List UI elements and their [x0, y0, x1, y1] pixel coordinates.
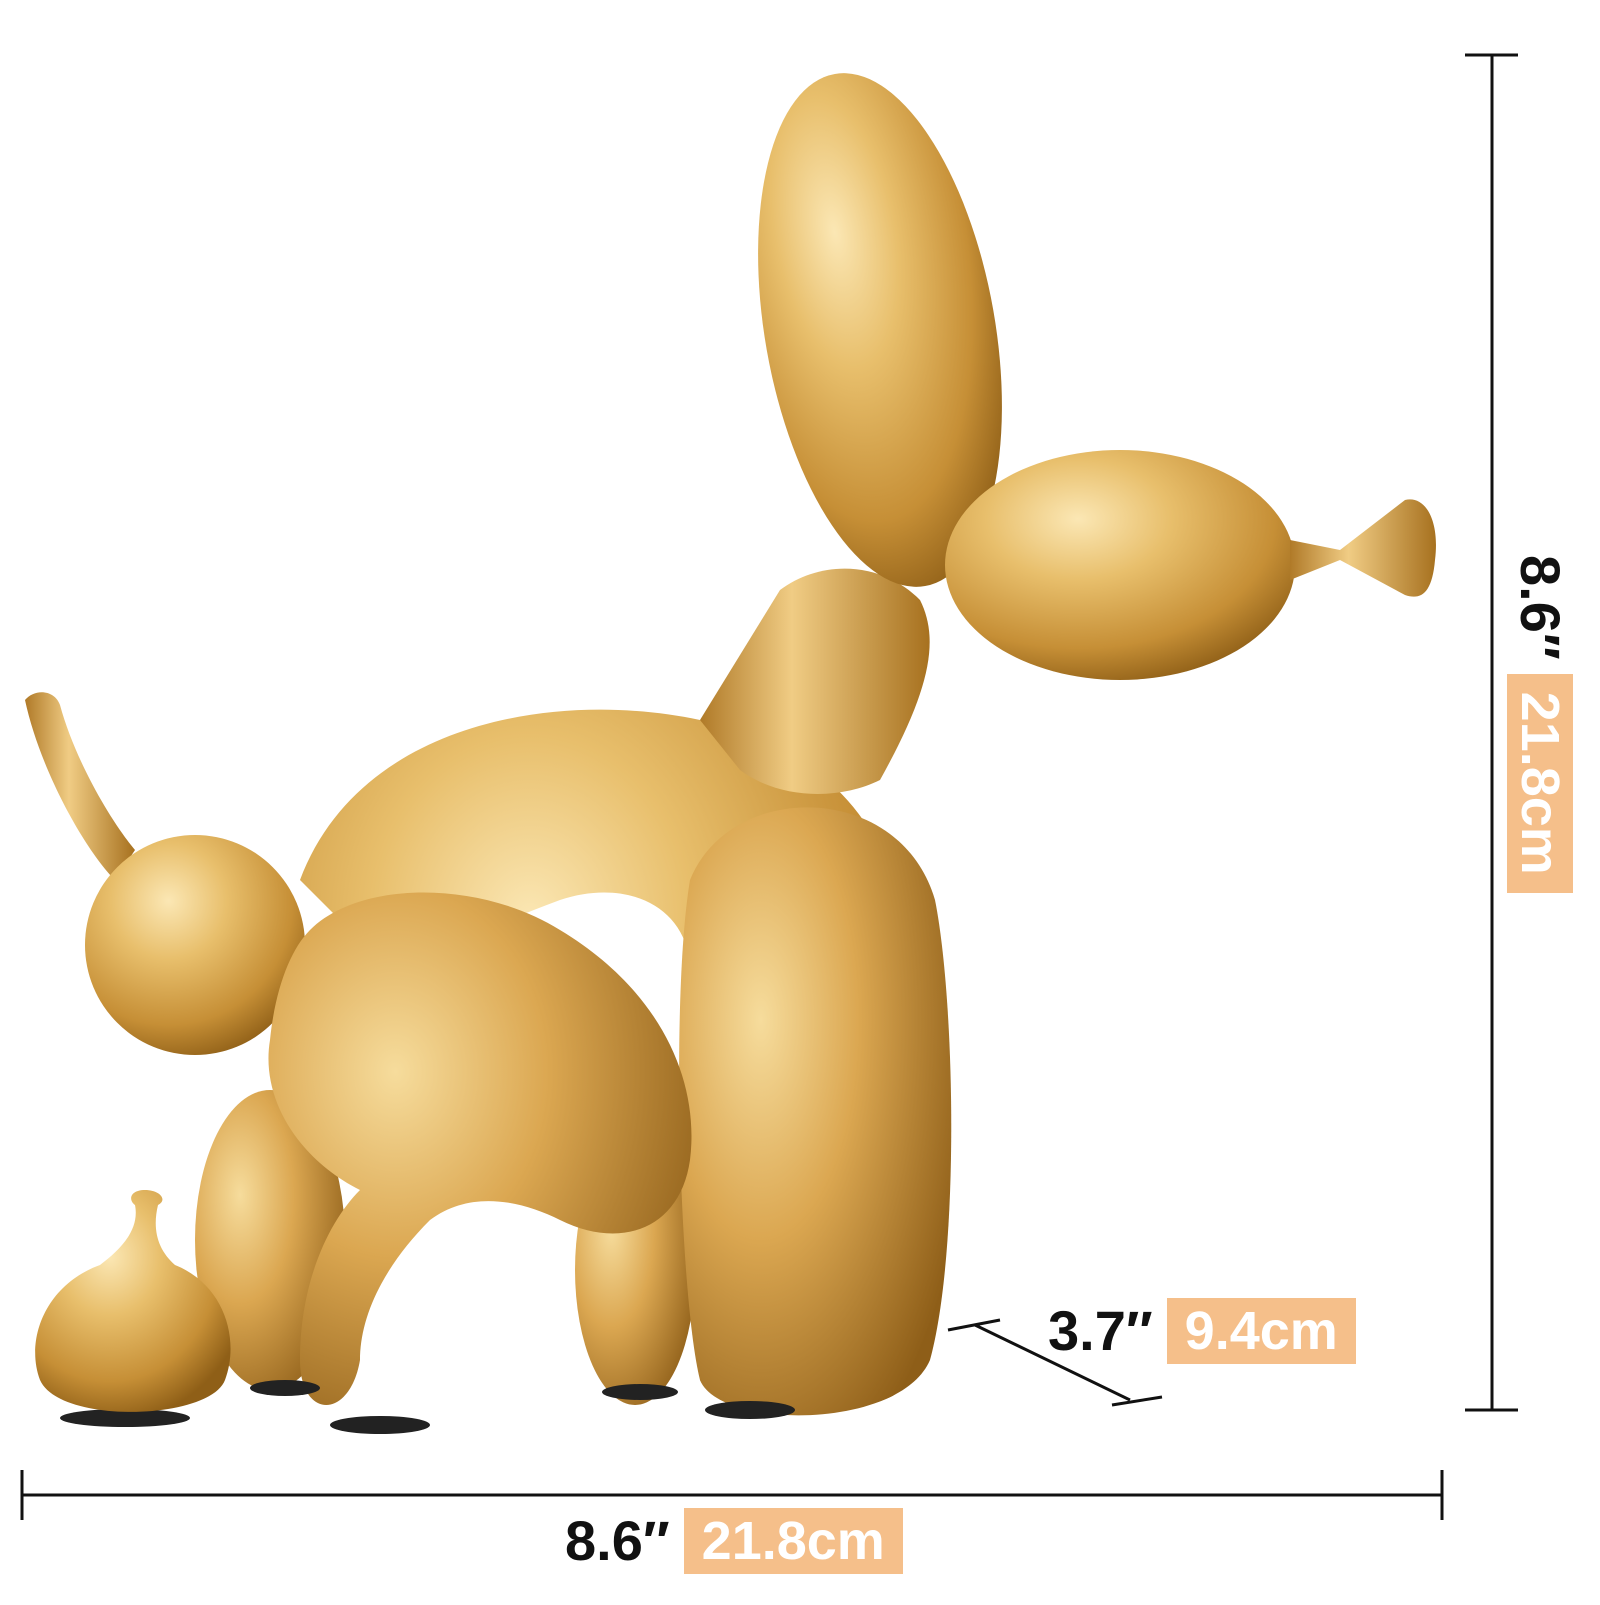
- depth-tick-bottom: [1111, 1395, 1163, 1407]
- felt-pad: [60, 1409, 190, 1427]
- rear-ball: [85, 835, 305, 1055]
- height-cm: 21.8cm: [1507, 673, 1573, 893]
- width-inch: 8.6″: [565, 1509, 670, 1572]
- depth-label: 3.7″ 9.4cm: [1048, 1298, 1356, 1364]
- width-label: 8.6″ 21.8cm: [565, 1508, 903, 1574]
- dimension-lines: [20, 53, 1518, 1520]
- felt-pad: [705, 1401, 795, 1419]
- snout: [945, 450, 1295, 680]
- neck: [700, 568, 930, 794]
- depth-cm: 9.4cm: [1166, 1298, 1356, 1364]
- height-inch: 8.6″: [1509, 555, 1572, 660]
- front-leg: [679, 807, 952, 1416]
- felt-pad: [250, 1380, 320, 1396]
- balloon-knot: [1290, 499, 1436, 597]
- depth-tick-top: [947, 1318, 1001, 1332]
- depth-inch: 3.7″: [1048, 1299, 1153, 1362]
- tail: [25, 692, 135, 880]
- hind-leg: [268, 892, 692, 1405]
- depth-line: [974, 1323, 1131, 1402]
- small-balloon: [35, 1190, 231, 1412]
- height-label: 8.6″ 21.8cm: [1507, 555, 1573, 893]
- felt-pad: [330, 1416, 430, 1434]
- ear: [758, 73, 1002, 587]
- width-cm: 21.8cm: [683, 1508, 903, 1574]
- felt-pad: [602, 1384, 678, 1400]
